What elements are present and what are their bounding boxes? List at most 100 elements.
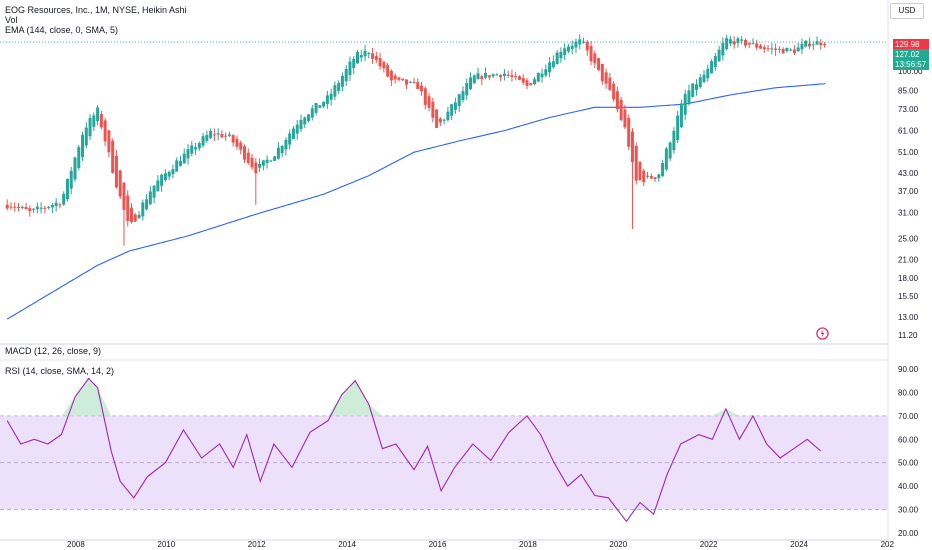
price-axis-tick: 15.50 xyxy=(898,292,919,301)
candle-body xyxy=(227,134,231,136)
candle-body xyxy=(506,74,510,76)
candle-body xyxy=(423,88,427,105)
candle-body xyxy=(201,136,205,146)
candle-body xyxy=(58,204,62,206)
candle-body xyxy=(178,161,182,166)
candle-body xyxy=(808,43,811,47)
candle-body xyxy=(668,142,672,159)
candle-body xyxy=(167,171,171,177)
currency-button[interactable]: USD xyxy=(890,3,924,19)
candle-body xyxy=(303,117,307,125)
candle-body xyxy=(517,76,521,80)
candle-body xyxy=(374,56,378,61)
candle-body xyxy=(17,207,20,209)
candle-body xyxy=(759,45,763,49)
candle-body xyxy=(152,185,156,198)
candle-body xyxy=(634,145,638,181)
candle-body xyxy=(446,111,450,121)
time-axis-tick: 2016 xyxy=(429,540,447,549)
candle-body xyxy=(747,42,751,45)
candle-body xyxy=(574,41,578,48)
candle-body xyxy=(197,142,201,149)
candle-body xyxy=(81,134,85,158)
candle-body xyxy=(111,140,115,173)
candle-body xyxy=(789,49,793,51)
candle-body xyxy=(250,157,254,168)
candle-body xyxy=(600,63,604,82)
candle-body xyxy=(612,83,616,100)
candle-body xyxy=(269,160,273,162)
candle-body xyxy=(103,120,107,142)
price-axis-tick: 21.00 xyxy=(898,255,919,264)
rsi-overbought-fill xyxy=(7,378,821,416)
candle-body xyxy=(457,94,461,107)
candle-body xyxy=(495,74,499,76)
candle-body xyxy=(476,73,480,80)
candle-body xyxy=(43,207,47,209)
candle-body xyxy=(99,114,103,128)
candle-body xyxy=(337,82,341,91)
candle-body xyxy=(92,115,96,127)
candle-body xyxy=(65,178,69,200)
candle-body xyxy=(762,47,766,50)
candle-body xyxy=(514,76,518,78)
candle-body xyxy=(679,103,683,128)
rsi-indicator-label[interactable]: RSI (14, close, SMA, 14, 2) xyxy=(5,366,115,376)
candle-body xyxy=(73,157,77,180)
candle-body xyxy=(325,95,329,105)
candle-body xyxy=(785,48,789,52)
candle-body xyxy=(310,108,314,118)
candle-body xyxy=(461,91,465,101)
candle-body xyxy=(344,68,348,82)
candle-body xyxy=(698,77,702,88)
rsi-axis-tick: 40.00 xyxy=(898,482,919,491)
price-axis-tick: 43.00 xyxy=(898,169,919,178)
candle-body xyxy=(717,49,721,62)
candle-body xyxy=(431,101,435,118)
candle-body xyxy=(597,58,601,70)
rsi-axis-tick: 80.00 xyxy=(898,388,919,397)
candle-body xyxy=(190,145,194,154)
candle-body xyxy=(122,182,126,210)
price-axis-tick: 73.00 xyxy=(898,105,919,114)
candle-body xyxy=(163,173,167,181)
candle-body xyxy=(653,177,657,179)
candle-body xyxy=(725,38,729,50)
candle-body xyxy=(525,80,529,87)
candle-body xyxy=(24,207,28,210)
candle-body xyxy=(623,109,627,128)
lightning-icon[interactable] xyxy=(816,327,829,340)
candle-body xyxy=(676,115,680,141)
candle-body xyxy=(740,39,744,41)
candle-body xyxy=(386,65,390,77)
candle-body xyxy=(145,199,149,210)
candle-body xyxy=(382,62,386,69)
candle-body xyxy=(672,130,676,151)
candle-body xyxy=(224,135,228,137)
ema-line xyxy=(6,83,826,320)
candle-body xyxy=(367,53,371,55)
candle-body xyxy=(469,77,472,90)
chart-title: EOG Resources, Inc., 1M, NYSE, Heikin As… xyxy=(5,5,187,15)
candle-body xyxy=(502,73,506,77)
candle-body xyxy=(329,93,333,100)
candle-body xyxy=(427,96,431,108)
candle-body xyxy=(604,72,608,84)
vol-indicator-label[interactable]: Vol xyxy=(5,15,18,25)
candle-body xyxy=(28,208,32,211)
candle-body xyxy=(589,46,593,62)
ema-indicator-label[interactable]: EMA (144, close, 0, SMA, 5) xyxy=(5,25,119,35)
macd-indicator-label[interactable]: MACD (12, 26, close, 9) xyxy=(5,346,102,356)
candle-body xyxy=(356,51,359,64)
time-axis-tick: 2020 xyxy=(609,540,627,549)
candle-body xyxy=(389,70,393,81)
candle-body xyxy=(638,161,642,180)
candle-body xyxy=(299,120,303,130)
candle-body xyxy=(322,101,326,107)
candle-body xyxy=(212,134,216,136)
price-axis-tick: 85.00 xyxy=(898,87,919,96)
candle-body xyxy=(284,139,288,150)
candle-body xyxy=(47,206,51,208)
candle-body xyxy=(88,118,92,137)
